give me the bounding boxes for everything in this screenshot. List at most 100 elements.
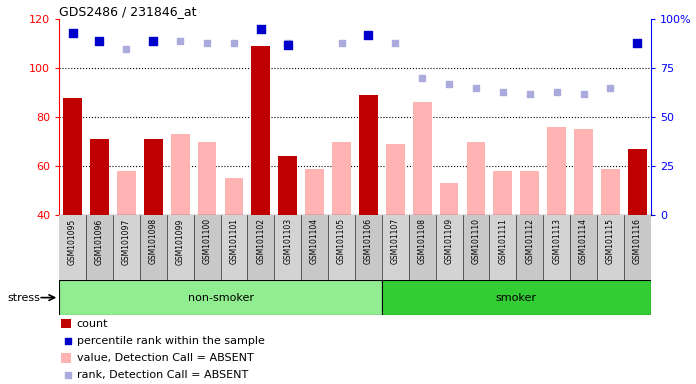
Bar [61,353,72,363]
Text: rank, Detection Call = ABSENT: rank, Detection Call = ABSENT [77,370,248,381]
Bar [301,215,328,280]
Text: GSM101108: GSM101108 [418,218,427,264]
Text: GSM101097: GSM101097 [122,218,131,265]
Point [605,85,616,91]
Bar [597,215,624,280]
Bar [466,142,485,215]
Point [175,38,186,44]
Bar [574,129,593,215]
Bar [221,215,247,280]
Text: percentile rank within the sample: percentile rank within the sample [77,336,264,346]
Text: GSM101104: GSM101104 [310,218,319,265]
Bar [436,215,463,280]
Point [443,81,454,87]
Bar [117,171,136,215]
Text: GSM101100: GSM101100 [203,218,212,265]
Text: GSM101096: GSM101096 [95,218,104,265]
Bar [386,144,404,215]
Bar [624,215,651,280]
Text: GSM101099: GSM101099 [175,218,184,265]
Bar [463,215,489,280]
Bar [59,215,86,280]
Text: GSM101101: GSM101101 [230,218,239,264]
Bar [328,215,355,280]
Bar [543,215,570,280]
Point [363,32,374,38]
Point [632,40,643,46]
Point [578,91,589,97]
Point [390,40,401,46]
Text: GSM101095: GSM101095 [68,218,77,265]
Point [498,89,509,95]
Text: GSM101111: GSM101111 [498,218,507,264]
Text: GSM101114: GSM101114 [579,218,588,264]
Point [551,89,562,95]
Point [228,40,239,46]
Bar [90,139,109,215]
Text: GSM101103: GSM101103 [283,218,292,265]
Bar [198,142,216,215]
Bar [278,156,297,215]
Point [62,338,73,344]
Text: value, Detection Call = ABSENT: value, Detection Call = ABSENT [77,353,253,363]
Point [67,30,78,36]
Bar [493,171,512,215]
Bar [601,169,620,215]
Bar [63,98,82,215]
Bar [274,215,301,280]
Point [62,372,73,379]
Bar [440,183,459,215]
Bar [382,215,409,280]
Text: GSM101116: GSM101116 [633,218,642,264]
Bar [516,215,543,280]
Bar [140,215,167,280]
Point [336,40,347,46]
Point [255,26,267,32]
Bar [570,215,597,280]
Bar [332,142,351,215]
Text: GSM101105: GSM101105 [337,218,346,265]
Point [524,91,535,97]
Text: GSM101098: GSM101098 [149,218,158,265]
Text: stress: stress [7,293,40,303]
Text: count: count [77,318,109,329]
Point [94,38,105,44]
FancyBboxPatch shape [382,280,651,315]
Text: smoker: smoker [496,293,537,303]
Bar [251,46,270,215]
Bar [86,215,113,280]
Point [202,40,213,46]
Bar [167,215,193,280]
Text: GSM101115: GSM101115 [606,218,615,264]
Bar [171,134,189,215]
Bar [113,215,140,280]
Point [282,40,293,46]
Text: non-smoker: non-smoker [187,293,253,303]
Point [121,46,132,52]
Bar [144,139,163,215]
Text: GSM101112: GSM101112 [525,218,535,264]
Bar [413,103,432,215]
Bar [61,319,72,328]
Bar [247,215,274,280]
Point [417,75,428,81]
Bar [193,215,221,280]
Point [282,41,293,48]
Text: GDS2486 / 231846_at: GDS2486 / 231846_at [59,5,197,18]
Point [148,38,159,44]
Text: GSM101113: GSM101113 [552,218,561,264]
FancyBboxPatch shape [59,280,382,315]
Text: GSM101109: GSM101109 [445,218,454,265]
Bar [489,215,516,280]
Bar [628,181,647,215]
Bar [409,215,436,280]
Bar [355,215,382,280]
Text: GSM101106: GSM101106 [364,218,373,265]
Bar [521,171,539,215]
Bar [306,169,324,215]
Bar [225,178,244,215]
Point [470,85,482,91]
Bar [547,127,566,215]
Text: GSM101110: GSM101110 [471,218,480,264]
Text: GSM101107: GSM101107 [390,218,400,265]
